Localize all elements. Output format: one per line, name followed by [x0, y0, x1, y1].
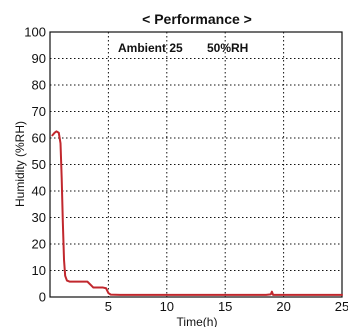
humidity-series-line	[51, 130, 343, 296]
x-tick-label: 20	[276, 299, 290, 314]
y-tick-label: 80	[32, 78, 46, 93]
annotation-relative-humidity: 50%RH	[207, 41, 248, 55]
x-tick-label: 5	[105, 299, 112, 314]
annotation-ambient-temperature: Ambient 25	[118, 41, 183, 55]
x-axis-ticks: 5 10 15 20 25	[105, 299, 348, 314]
y-tick-label: 10	[32, 263, 46, 278]
x-axis-label: Time(h)	[177, 315, 218, 327]
y-tick-label: 30	[32, 210, 46, 225]
plot-frame	[49, 31, 343, 298]
chart-title: < Performance >	[142, 11, 252, 27]
y-tick-label: 100	[24, 25, 46, 40]
y-tick-label: 0	[39, 290, 46, 305]
y-tick-label: 20	[32, 237, 46, 252]
y-tick-label: 60	[32, 131, 46, 146]
x-tick-label: 10	[160, 299, 174, 314]
y-axis-ticks: 0 10 20 30 40 50 60 70 80 90 100	[24, 25, 46, 305]
x-tick-label: 25	[335, 299, 348, 314]
y-tick-label: 70	[32, 104, 46, 119]
y-tick-label: 50	[32, 157, 46, 172]
x-tick-label: 15	[218, 299, 232, 314]
grid-lines	[50, 32, 342, 297]
y-tick-label: 90	[32, 51, 46, 66]
series-layer	[51, 130, 343, 296]
y-tick-label: 40	[32, 184, 46, 199]
y-axis-label: Humidity (%RH)	[13, 121, 27, 207]
